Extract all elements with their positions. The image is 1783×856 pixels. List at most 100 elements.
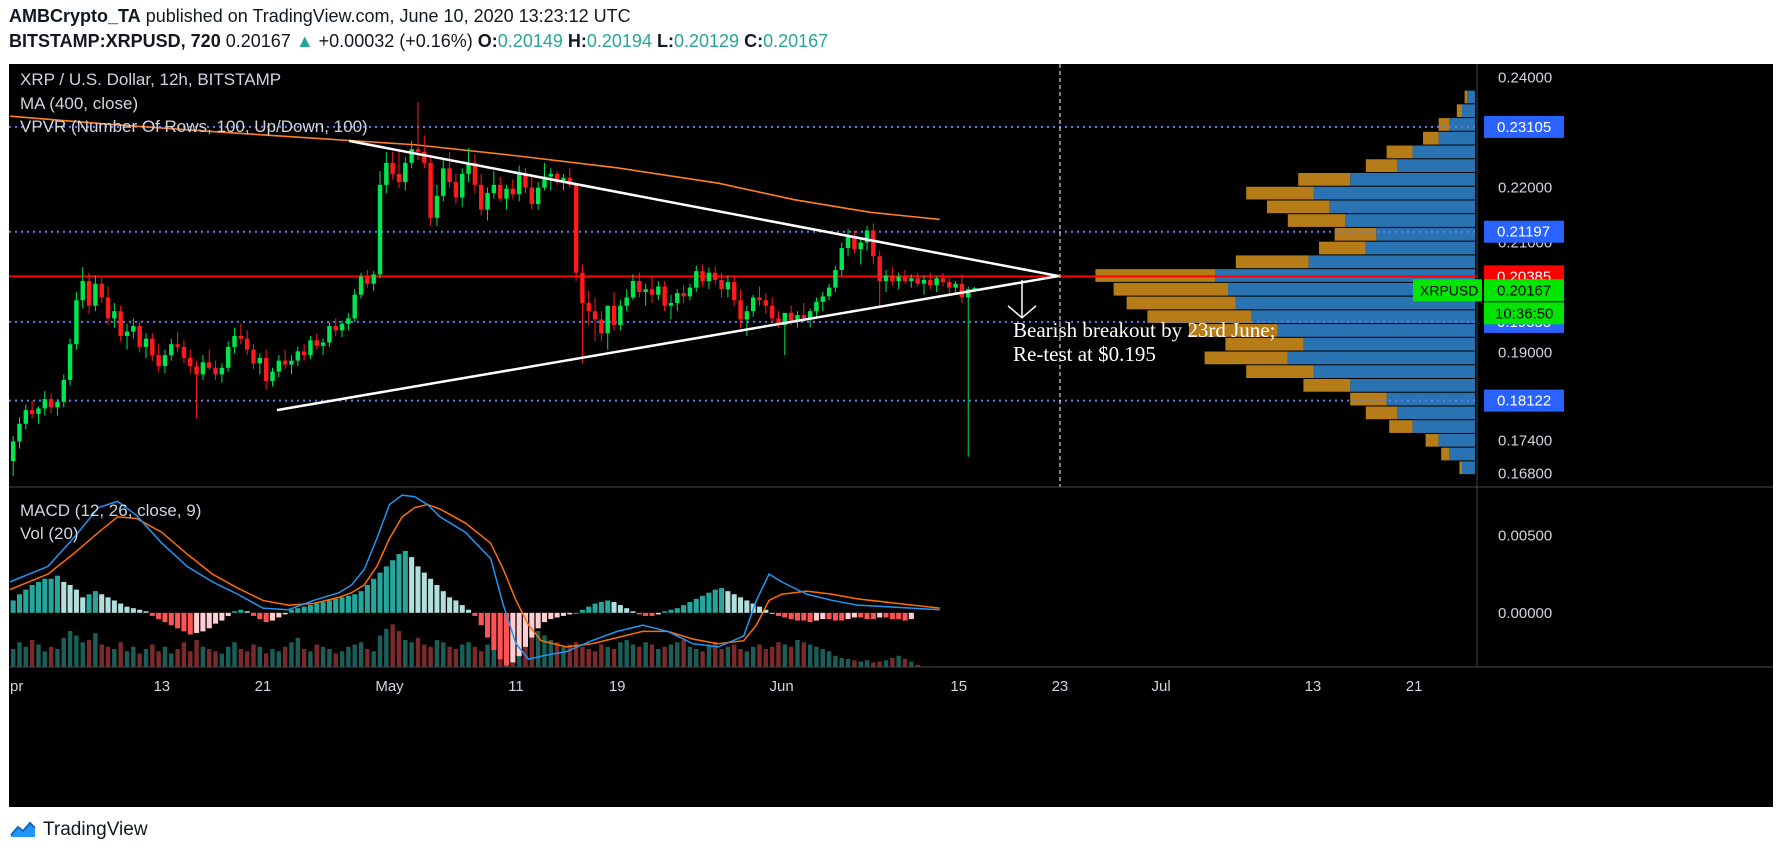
candle-body	[17, 423, 22, 442]
candle-body	[434, 195, 440, 218]
tradingview-logo-icon[interactable]	[9, 819, 37, 841]
volume-bar	[333, 653, 338, 667]
candle-body	[567, 177, 572, 185]
macd-histogram-bar	[390, 560, 396, 613]
candle-body	[542, 176, 547, 188]
time-axis[interactable]: pr 13 21 May 11 19 Jun 15 23 Jul 13 21	[10, 678, 1422, 695]
macd-histogram-bar	[250, 612, 257, 616]
volume-bar	[10, 649, 16, 667]
macd-histogram-bar	[858, 612, 864, 618]
volume-bar	[105, 646, 111, 667]
macd-histogram-bar	[674, 608, 680, 613]
macd-histogram-bar	[345, 595, 351, 613]
macd-histogram-bar	[826, 612, 832, 620]
macd-histogram-bar	[213, 612, 219, 624]
volume-bar	[573, 642, 579, 667]
vpvr-up-row	[1277, 324, 1475, 337]
trendlines[interactable]	[276, 139, 1059, 412]
macd-histogram-bar	[769, 612, 775, 614]
candle-body	[352, 294, 357, 319]
candle-body	[365, 276, 370, 284]
volume-bar	[580, 646, 585, 667]
volume-bar	[643, 642, 648, 667]
macd-line	[9, 494, 940, 661]
volume-bar	[238, 649, 244, 667]
candle-body	[137, 326, 142, 347]
candle-body	[232, 335, 237, 347]
macd-histogram-bar	[168, 612, 174, 626]
time-tick-label: 23	[1052, 678, 1069, 695]
ma-legend[interactable]: MA (400, close)	[20, 94, 138, 113]
candle-body	[162, 355, 168, 367]
volume-bar	[750, 646, 756, 667]
candle-body	[478, 184, 484, 210]
volume-bar	[706, 644, 712, 667]
volume-bar	[675, 642, 680, 667]
candle-body	[257, 357, 263, 364]
volume-bar	[472, 646, 478, 667]
vpvr-down-row	[1267, 200, 1330, 214]
macd-histogram-bar	[655, 612, 661, 615]
candle-body	[131, 326, 136, 332]
macd-histogram-bar	[503, 612, 510, 666]
candle-body	[428, 162, 433, 218]
candle-body	[826, 287, 832, 297]
macd-histogram-bar	[668, 609, 674, 613]
vpvr-down-row	[1365, 159, 1397, 172]
candle-body	[48, 399, 54, 408]
volume-bar	[656, 649, 661, 667]
macd-histogram-bar	[421, 572, 427, 613]
macd-histogram-bar	[560, 612, 566, 616]
chart-panel[interactable]: 0.24000 0.22000 0.21000 0.19000 0.17400 0.168…	[9, 64, 1773, 807]
candle-body	[605, 305, 610, 334]
symbol-tag-label: XRPUSD	[1420, 282, 1478, 298]
macd-histogram-bar	[295, 608, 301, 613]
macd-histogram-bar	[42, 578, 48, 613]
candle-body	[225, 346, 231, 368]
macd-histogram-bar	[232, 611, 238, 613]
tradingview-brand[interactable]: TradingView	[43, 819, 148, 840]
volume-bar	[668, 644, 674, 667]
candle-body	[403, 162, 408, 183]
candle-body	[972, 288, 977, 290]
candle-body	[213, 367, 218, 375]
macd-histogram-bar	[788, 612, 794, 620]
volume-bar	[327, 649, 332, 667]
candle-body	[554, 173, 560, 183]
chart-canvas[interactable]: 0.240000.220000.210000.190000.174000.168…	[9, 64, 1773, 807]
vpvr-legend[interactable]: VPVR (Number Of Rows, 100, Up/Down, 100)	[20, 117, 368, 136]
macd-histogram-bar	[851, 612, 857, 618]
volume-bar	[74, 635, 79, 667]
candle-body	[833, 270, 838, 288]
annotation-line-1[interactable]: Bearish breakout by 23rd June;	[1013, 318, 1275, 342]
level-tag-box	[1484, 389, 1564, 412]
candle-body	[757, 297, 762, 301]
volume-bar	[845, 658, 851, 667]
candle-body	[377, 184, 383, 275]
candle-body	[200, 362, 206, 375]
candle-body	[74, 300, 79, 345]
volume-bar	[346, 646, 351, 667]
volume-bar	[548, 640, 554, 667]
volume-legend[interactable]: Vol (20)	[20, 524, 79, 543]
macd-histogram-bar	[54, 575, 60, 613]
candle-body	[852, 237, 857, 250]
macd-histogram-bar	[529, 612, 535, 638]
author-name[interactable]: AMBCrypto_TA	[9, 6, 141, 26]
macd-histogram-bar	[662, 611, 668, 613]
volume-bar	[200, 646, 206, 667]
macd-histogram-bar	[554, 612, 560, 618]
macd-legend[interactable]: MACD (12, 26, close, 9)	[20, 501, 201, 520]
volume-bar	[694, 649, 699, 667]
vpvr-up-row	[1438, 131, 1475, 145]
time-tick-label: 21	[255, 678, 272, 695]
candle-body	[466, 162, 471, 174]
candle-body	[801, 315, 807, 319]
vpvr-down-row	[1319, 241, 1366, 255]
price-axis[interactable]: 0.240000.220000.210000.190000.174000.168…	[9, 64, 1773, 668]
macd-histogram-bar	[636, 612, 642, 615]
macd-histogram-bar	[428, 578, 434, 613]
volume-bar	[535, 631, 541, 667]
annotation-line-2[interactable]: Re-test at $0.195	[1013, 342, 1156, 366]
volume-bar	[257, 646, 263, 667]
